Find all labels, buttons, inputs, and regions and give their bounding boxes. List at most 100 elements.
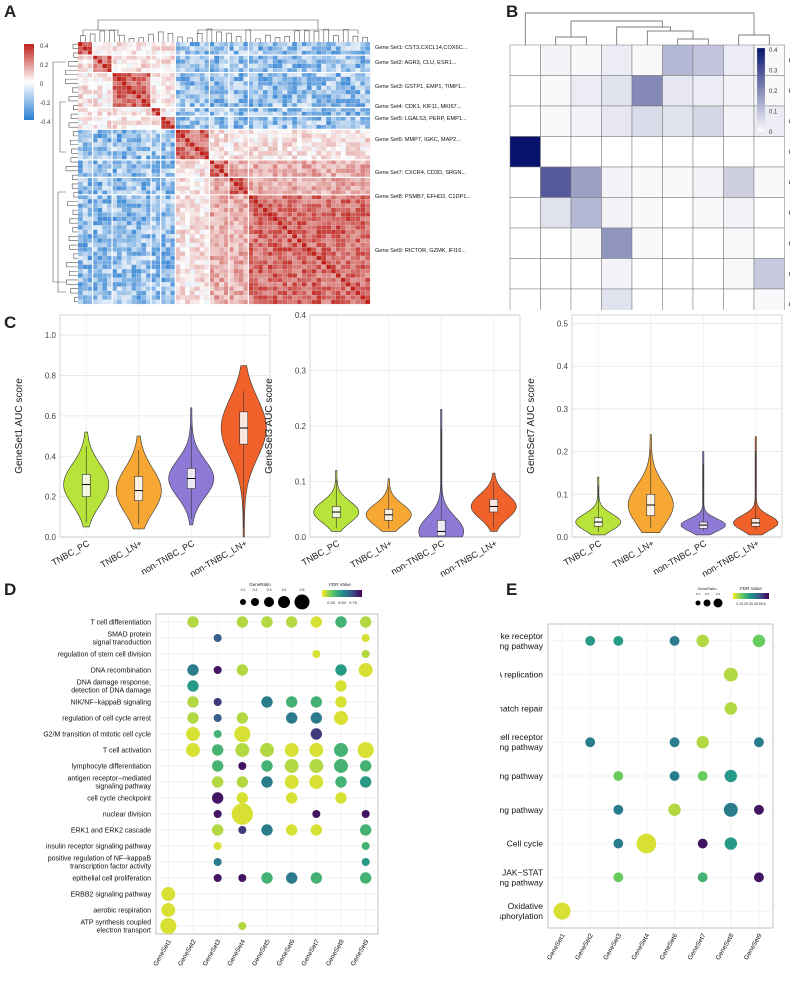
heatmap-cell (97, 194, 103, 200)
heatmap-cell (345, 177, 351, 182)
dendro-branch (196, 32, 203, 42)
heatmap-cell (243, 76, 249, 82)
heatmap-cell (350, 111, 356, 117)
heatmap-cell (131, 55, 137, 60)
heatmap-cell (170, 255, 176, 261)
heatmap-cell (335, 98, 341, 104)
dendro-branch (128, 37, 135, 42)
dot (358, 663, 373, 677)
heatmap-cell (316, 299, 322, 305)
heatmap-cell (126, 124, 132, 130)
heatmap-cell (360, 103, 366, 108)
heatmap-cell (209, 68, 215, 73)
heatmap-cell (326, 220, 332, 226)
heatmap-cell (97, 299, 103, 305)
heatmap-cell (121, 194, 127, 200)
heatmap-cell (209, 299, 215, 305)
heatmap-cell (335, 41, 341, 47)
heatmap-cell (292, 89, 298, 95)
heatmap-cell (326, 247, 332, 252)
heatmap-cell (82, 168, 88, 174)
dendro-branch (59, 101, 66, 153)
heatmap-cell (131, 133, 137, 139)
heatmap-cell (321, 159, 327, 165)
heatmap-cell (292, 207, 298, 213)
heatmap-cell (126, 46, 132, 51)
heatmap-cell (141, 212, 147, 217)
heatmap-cell (277, 120, 283, 126)
term-label: SMAD protein signal transduction (93, 631, 151, 646)
heatmap-cell (257, 59, 264, 64)
dendro-branch (72, 87, 78, 93)
dot (361, 633, 370, 643)
heatmap-cell (204, 251, 210, 257)
dot (261, 616, 273, 628)
heatmap-cell (102, 72, 108, 78)
heatmap-cell (335, 172, 341, 178)
heatmap-cell (214, 142, 220, 147)
heatmap-cell (355, 199, 361, 204)
heatmap-cell (257, 46, 264, 51)
heatmap-cell (272, 295, 278, 300)
heatmap-cell (116, 76, 122, 82)
heatmap-cell (233, 103, 239, 108)
heatmap-cell (282, 225, 288, 230)
heatmap-cell (107, 268, 113, 274)
heatmap-cell (160, 107, 166, 112)
heatmap-cell (292, 203, 298, 209)
heatmap-cell (170, 129, 176, 134)
heatmap-cell (219, 137, 225, 143)
heatmap-cell (360, 290, 366, 296)
heatmap-cell (77, 124, 83, 130)
heatmap-cell (209, 168, 215, 174)
heatmap-cell (272, 50, 278, 56)
heatmap-cell (87, 81, 93, 86)
x-tick-label: TNBC_LN+ (349, 538, 394, 570)
heatmap-cell (243, 299, 249, 305)
heatmap-cell (253, 76, 259, 82)
heatmap-cell (165, 124, 171, 130)
heatmap-cell (340, 94, 346, 99)
heatmap-cell (141, 116, 147, 121)
heatmap-cell (194, 168, 200, 174)
x-tick-label: GeneSet7 (300, 938, 321, 967)
dendro-branch (72, 174, 78, 180)
heatmap-cell (345, 190, 351, 195)
heatmap-cell (126, 212, 132, 217)
heatmap-cell (131, 164, 137, 169)
heatmap-cell (189, 111, 195, 117)
heatmap-cell (199, 181, 205, 187)
heatmap-cell (253, 116, 259, 121)
heatmap-cell (219, 273, 225, 278)
heatmap-cell (228, 177, 234, 182)
heatmap-cell (321, 207, 327, 213)
dendro-branch (70, 113, 78, 119)
heatmap-cell (316, 46, 322, 51)
heatmap-cell (150, 199, 156, 204)
dot (161, 903, 176, 917)
heatmap-cell (121, 277, 127, 283)
heatmap-cell (233, 299, 239, 305)
heatmap-cell (228, 98, 234, 104)
heatmap-cell (165, 41, 171, 47)
heatmap-cell (340, 168, 346, 174)
heatmap-cell (116, 55, 122, 60)
x-tick-label: GeneSet5 (251, 938, 272, 967)
heatmap-cell (253, 186, 259, 191)
heatmap-cell (77, 220, 83, 226)
heatmap-cell (155, 260, 161, 265)
heatmap-cell (350, 94, 356, 99)
heatmap-cell (335, 137, 341, 143)
heatmap-cell (92, 190, 98, 195)
heatmap-cell (253, 238, 259, 243)
heatmap-cell (107, 277, 113, 283)
heatmap-cell (97, 63, 103, 69)
heatmap-cell (296, 277, 302, 283)
heatmap-cell (189, 55, 195, 60)
heatmap-cell (194, 85, 200, 91)
heatmap-cell (267, 282, 273, 287)
heatmap-cell (116, 155, 122, 161)
heatmap-cell (272, 68, 278, 73)
heatmap-cell (326, 111, 332, 117)
